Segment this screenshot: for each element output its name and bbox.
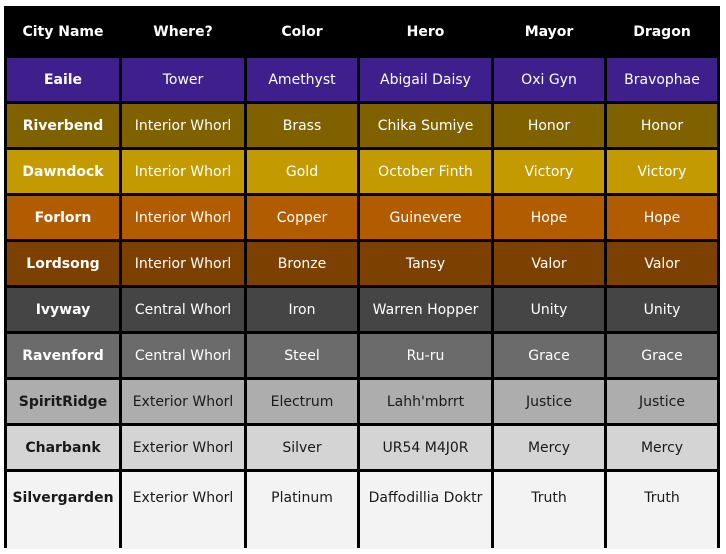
mayor-cell: Hope: [494, 196, 604, 239]
hero-cell: Ru-ru: [360, 334, 491, 377]
hero-cell: Abigail Daisy: [360, 58, 491, 101]
city-name-cell: Dawndock: [7, 150, 119, 193]
color-cell: Amethyst: [247, 58, 357, 101]
where-cell: Interior Whorl: [122, 196, 244, 239]
table-row: Silvergarden Exterior Whorl Platinum Daf…: [7, 472, 717, 549]
mayor-cell: Victory: [494, 150, 604, 193]
dragon-cell: Grace: [607, 334, 717, 377]
dragon-cell: Victory: [607, 150, 717, 193]
table-row: Charbank Exterior Whorl Silver UR54 M4J0…: [7, 426, 717, 469]
where-cell: Interior Whorl: [122, 104, 244, 147]
city-name-cell: Ivyway: [7, 288, 119, 331]
mayor-cell: Grace: [494, 334, 604, 377]
city-name-cell: Lordsong: [7, 242, 119, 285]
color-cell: Silver: [247, 426, 357, 469]
city-table-container: City Name Where? Color Hero Mayor Dragon…: [4, 6, 720, 549]
where-cell: Interior Whorl: [122, 150, 244, 193]
where-cell: Interior Whorl: [122, 242, 244, 285]
header-color: Color: [247, 9, 357, 55]
dragon-cell: Justice: [607, 380, 717, 423]
dragon-cell: Valor: [607, 242, 717, 285]
mayor-cell: Valor: [494, 242, 604, 285]
color-cell: Iron: [247, 288, 357, 331]
dragon-cell: Truth: [607, 472, 717, 549]
table-row: Ravenford Central Whorl Steel Ru-ru Grac…: [7, 334, 717, 377]
city-table: City Name Where? Color Hero Mayor Dragon…: [4, 6, 720, 552]
mayor-cell: Justice: [494, 380, 604, 423]
table-row: SpiritRidge Exterior Whorl Electrum Lahh…: [7, 380, 717, 423]
hero-cell: October Finth: [360, 150, 491, 193]
header-mayor: Mayor: [494, 9, 604, 55]
color-cell: Platinum: [247, 472, 357, 549]
table-row: Lordsong Interior Whorl Bronze Tansy Val…: [7, 242, 717, 285]
color-cell: Gold: [247, 150, 357, 193]
hero-cell: Warren Hopper: [360, 288, 491, 331]
table-row: Riverbend Interior Whorl Brass Chika Sum…: [7, 104, 717, 147]
hero-cell: Chika Sumiye: [360, 104, 491, 147]
where-cell: Tower: [122, 58, 244, 101]
color-cell: Brass: [247, 104, 357, 147]
dragon-cell: Mercy: [607, 426, 717, 469]
table-header-row: City Name Where? Color Hero Mayor Dragon: [7, 9, 717, 55]
city-name-cell: Forlorn: [7, 196, 119, 239]
hero-cell: Guinevere: [360, 196, 491, 239]
city-name-cell: Ravenford: [7, 334, 119, 377]
dragon-cell: Honor: [607, 104, 717, 147]
header-city-name: City Name: [7, 9, 119, 55]
color-cell: Bronze: [247, 242, 357, 285]
city-name-cell: Charbank: [7, 426, 119, 469]
table-row: Ivyway Central Whorl Iron Warren Hopper …: [7, 288, 717, 331]
dragon-cell: Bravophae: [607, 58, 717, 101]
mayor-cell: Honor: [494, 104, 604, 147]
where-cell: Central Whorl: [122, 334, 244, 377]
table-row: Eaile Tower Amethyst Abigail Daisy Oxi G…: [7, 58, 717, 101]
mayor-cell: Truth: [494, 472, 604, 549]
mayor-cell: Mercy: [494, 426, 604, 469]
header-hero: Hero: [360, 9, 491, 55]
where-cell: Exterior Whorl: [122, 380, 244, 423]
header-dragon: Dragon: [607, 9, 717, 55]
hero-cell: UR54 M4J0R: [360, 426, 491, 469]
hero-cell: Tansy: [360, 242, 491, 285]
hero-cell: Lahh'mbrrt: [360, 380, 491, 423]
mayor-cell: Oxi Gyn: [494, 58, 604, 101]
where-cell: Exterior Whorl: [122, 472, 244, 549]
city-name-cell: SpiritRidge: [7, 380, 119, 423]
dragon-cell: Hope: [607, 196, 717, 239]
city-name-cell: Riverbend: [7, 104, 119, 147]
table-row: Forlorn Interior Whorl Copper Guinevere …: [7, 196, 717, 239]
header-where: Where?: [122, 9, 244, 55]
where-cell: Central Whorl: [122, 288, 244, 331]
hero-cell: Daffodillia Doktr: [360, 472, 491, 549]
city-name-cell: Eaile: [7, 58, 119, 101]
where-cell: Exterior Whorl: [122, 426, 244, 469]
table-row: Dawndock Interior Whorl Gold October Fin…: [7, 150, 717, 193]
color-cell: Electrum: [247, 380, 357, 423]
dragon-cell: Unity: [607, 288, 717, 331]
mayor-cell: Unity: [494, 288, 604, 331]
color-cell: Steel: [247, 334, 357, 377]
color-cell: Copper: [247, 196, 357, 239]
city-name-cell: Silvergarden: [7, 472, 119, 549]
